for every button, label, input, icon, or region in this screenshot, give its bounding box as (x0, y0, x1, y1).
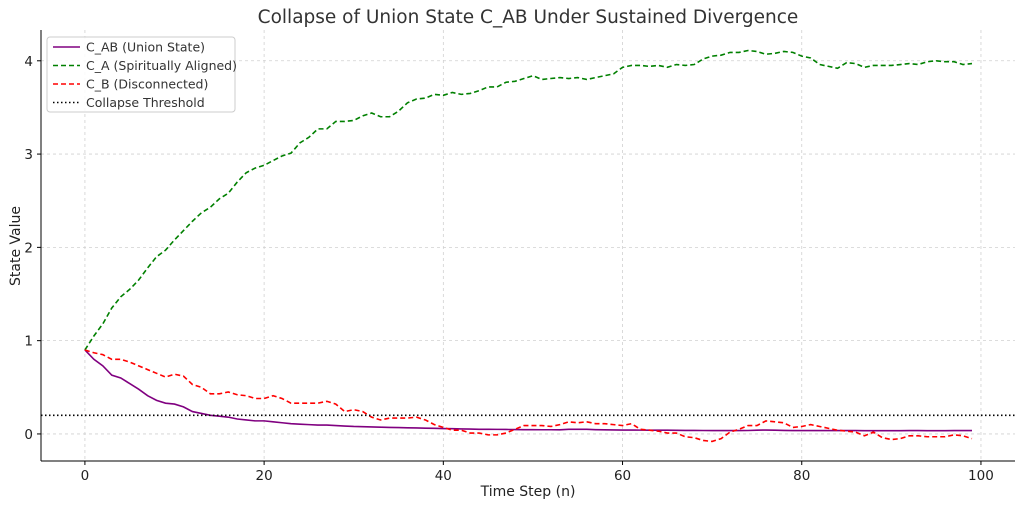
chart-title: Collapse of Union State C_AB Under Susta… (258, 7, 799, 28)
y-tick-label: 1 (24, 334, 33, 350)
legend: C_AB (Union State) C_A (Spiritually Align… (46, 36, 237, 113)
x-tick-label: 40 (435, 468, 452, 484)
y-tick-label: 4 (24, 54, 33, 70)
series-c-b-disconnected (84, 349, 973, 443)
y-tick-label: 3 (24, 147, 33, 163)
legend-label-c-ab-union-state: C_AB (Union State) (86, 40, 205, 55)
legend-label-collapse-threshold: Collapse Threshold (86, 95, 205, 110)
y-tick-label: 2 (24, 240, 33, 256)
x-tick-label: 80 (793, 468, 810, 484)
legend-label-c-b-disconnected: C_B (Disconnected) (86, 77, 208, 92)
x-tick-label: 100 (968, 468, 994, 484)
x-axis-label: Time Step (n) (480, 484, 576, 500)
x-tick-label: 20 (256, 468, 273, 484)
y-axis-label: State Value (8, 206, 24, 286)
legend-label-c-a-spiritually-aligned: C_A (Spiritually Aligned) (86, 58, 237, 73)
y-tick-label: 0 (24, 427, 33, 443)
tick-labels: 0 20 40 60 80 100 0 1 2 3 4 (24, 54, 993, 484)
series-lines (41, 49, 1015, 443)
axes (40, 30, 1015, 462)
x-tick-label: 60 (614, 468, 631, 484)
x-tick-label: 0 (81, 468, 90, 484)
legend-box (46, 36, 236, 113)
series-c-ab-union-state (84, 349, 972, 432)
series-c-a-spiritually-aligned (84, 49, 973, 351)
